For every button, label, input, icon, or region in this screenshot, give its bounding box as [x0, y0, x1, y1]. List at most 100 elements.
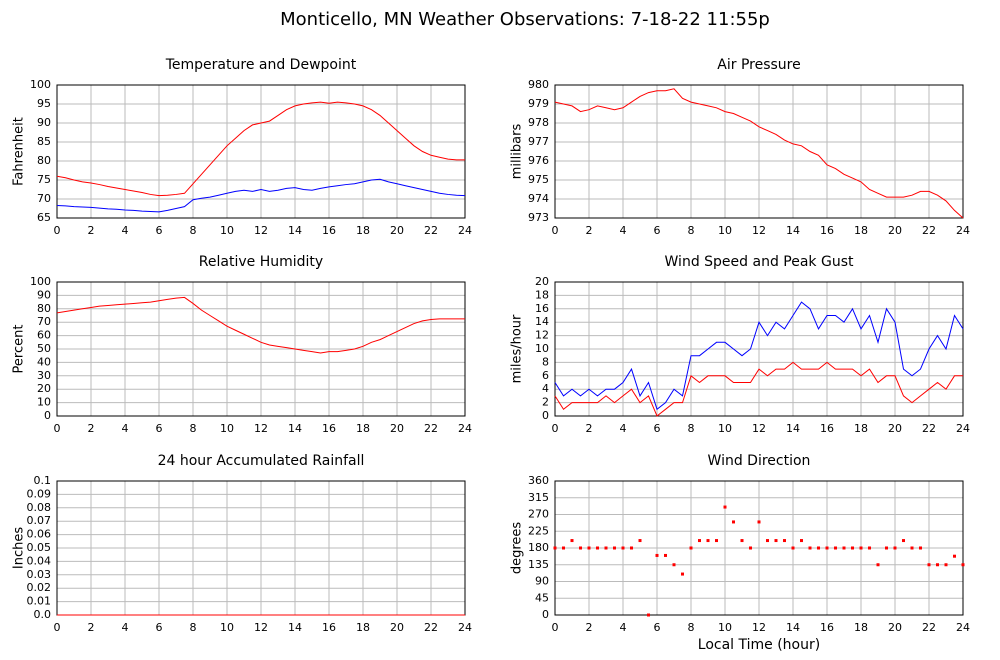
y-tick-label: 0: [542, 409, 549, 422]
scatter-point: [757, 520, 761, 524]
y-tick-label: 6: [542, 369, 549, 382]
y-tick-label: 90: [535, 575, 549, 588]
x-tick-label: 20: [888, 422, 902, 435]
scatter-point: [868, 546, 871, 550]
series-line: [554, 88, 964, 219]
x-tick-label: 12: [254, 422, 268, 435]
x-tick-label: 6: [654, 422, 661, 435]
y-tick-label: 20: [535, 275, 549, 288]
scatter-point: [885, 546, 888, 550]
scatter-point: [893, 546, 897, 550]
x-tick-label: 18: [854, 422, 868, 435]
x-tick-label: 24: [956, 422, 970, 435]
series-line: [554, 361, 963, 417]
y-tick-label: 90: [37, 288, 51, 301]
y-tick-label: 45: [535, 591, 549, 604]
scatter-point: [732, 520, 735, 524]
series-line: [554, 301, 964, 411]
chart-title: Relative Humidity: [199, 254, 323, 270]
scatter-point: [689, 546, 693, 550]
y-tick-label: 0.04: [27, 554, 52, 567]
x-tick-label: 0: [552, 422, 559, 435]
x-tick-label: 8: [190, 224, 197, 237]
y-tick-label: 270: [528, 508, 549, 521]
scatter-point: [698, 539, 701, 543]
x-tick-label: 16: [820, 422, 834, 435]
plot-frame: [56, 281, 466, 417]
y-tick-label: 180: [528, 541, 549, 554]
x-tick-label: 20: [888, 621, 902, 634]
y-tick-label: 0.09: [27, 487, 52, 500]
scatter-point: [647, 613, 650, 617]
x-tick-label: 10: [220, 422, 234, 435]
y-tick-label: 30: [37, 369, 51, 382]
scatter-point: [664, 553, 667, 557]
scatter-point: [723, 505, 727, 509]
scatter-point: [774, 539, 778, 543]
x-tick-label: 14: [288, 422, 302, 435]
scatter-point: [927, 563, 931, 567]
x-tick-label: 10: [718, 224, 732, 237]
scatter-point: [621, 546, 625, 550]
y-tick-label: 0: [542, 608, 549, 621]
x-tick-label: 14: [288, 621, 302, 634]
x-tick-label: 24: [956, 224, 970, 237]
scatter-point: [910, 546, 914, 550]
scatter-point: [953, 554, 956, 558]
y-tick-label: 80: [37, 154, 51, 167]
x-tick-label: 6: [156, 224, 163, 237]
y-tick-label: 977: [528, 135, 549, 148]
y-tick-label: 360: [528, 474, 549, 487]
scatter-point: [740, 539, 744, 543]
x-tick-label: 10: [718, 621, 732, 634]
y-tick-label: 14: [535, 315, 549, 328]
x-tick-label: 24: [956, 621, 970, 634]
y-tick-label: 315: [528, 491, 549, 504]
y-tick-label: 0.05: [27, 541, 52, 554]
chart-title: Air Pressure: [717, 57, 800, 73]
y-tick-label: 974: [528, 192, 549, 205]
y-tick-label: 16: [535, 302, 549, 315]
scatter-point: [638, 539, 642, 543]
x-tick-label: 10: [220, 621, 234, 634]
y-tick-label: 10: [535, 342, 549, 355]
plot-frame: [554, 84, 964, 219]
scatter-point: [715, 539, 718, 543]
x-axis-label: Local Time (hour): [698, 637, 820, 653]
y-axis-label: Percent: [12, 325, 27, 374]
y-tick-label: 0.0: [34, 608, 52, 621]
y-tick-label: 90: [37, 116, 51, 129]
x-tick-label: 12: [254, 224, 268, 237]
x-tick-label: 6: [654, 224, 661, 237]
scatter-point: [808, 546, 812, 550]
scatter-point: [570, 539, 574, 543]
x-tick-label: 4: [122, 422, 129, 435]
scatter-point: [579, 546, 582, 550]
scatter-point: [783, 539, 786, 543]
y-tick-label: 0.02: [27, 581, 52, 594]
x-tick-label: 18: [854, 621, 868, 634]
x-tick-label: 18: [854, 224, 868, 237]
x-tick-label: 2: [586, 621, 593, 634]
x-tick-label: 2: [88, 422, 95, 435]
x-tick-label: 22: [922, 422, 936, 435]
x-tick-label: 22: [424, 621, 438, 634]
y-tick-label: 0.08: [27, 501, 52, 514]
y-axis-label: millibars: [510, 124, 525, 180]
x-tick-label: 8: [190, 422, 197, 435]
figure-title: Monticello, MN Weather Observations: 7-1…: [280, 9, 770, 30]
scatter-point: [596, 546, 599, 550]
scatter-point: [902, 539, 905, 543]
y-tick-label: 60: [37, 329, 51, 342]
x-tick-label: 12: [752, 422, 766, 435]
y-tick-label: 75: [37, 173, 51, 186]
y-tick-label: 20: [37, 382, 51, 395]
y-tick-label: 0.01: [27, 595, 52, 608]
y-tick-label: 100: [30, 78, 51, 91]
x-tick-label: 8: [190, 621, 197, 634]
x-tick-label: 10: [718, 422, 732, 435]
y-tick-label: 18: [535, 288, 549, 301]
plot-frame: [56, 84, 466, 219]
x-tick-label: 4: [620, 224, 627, 237]
y-tick-label: 10: [37, 396, 51, 409]
